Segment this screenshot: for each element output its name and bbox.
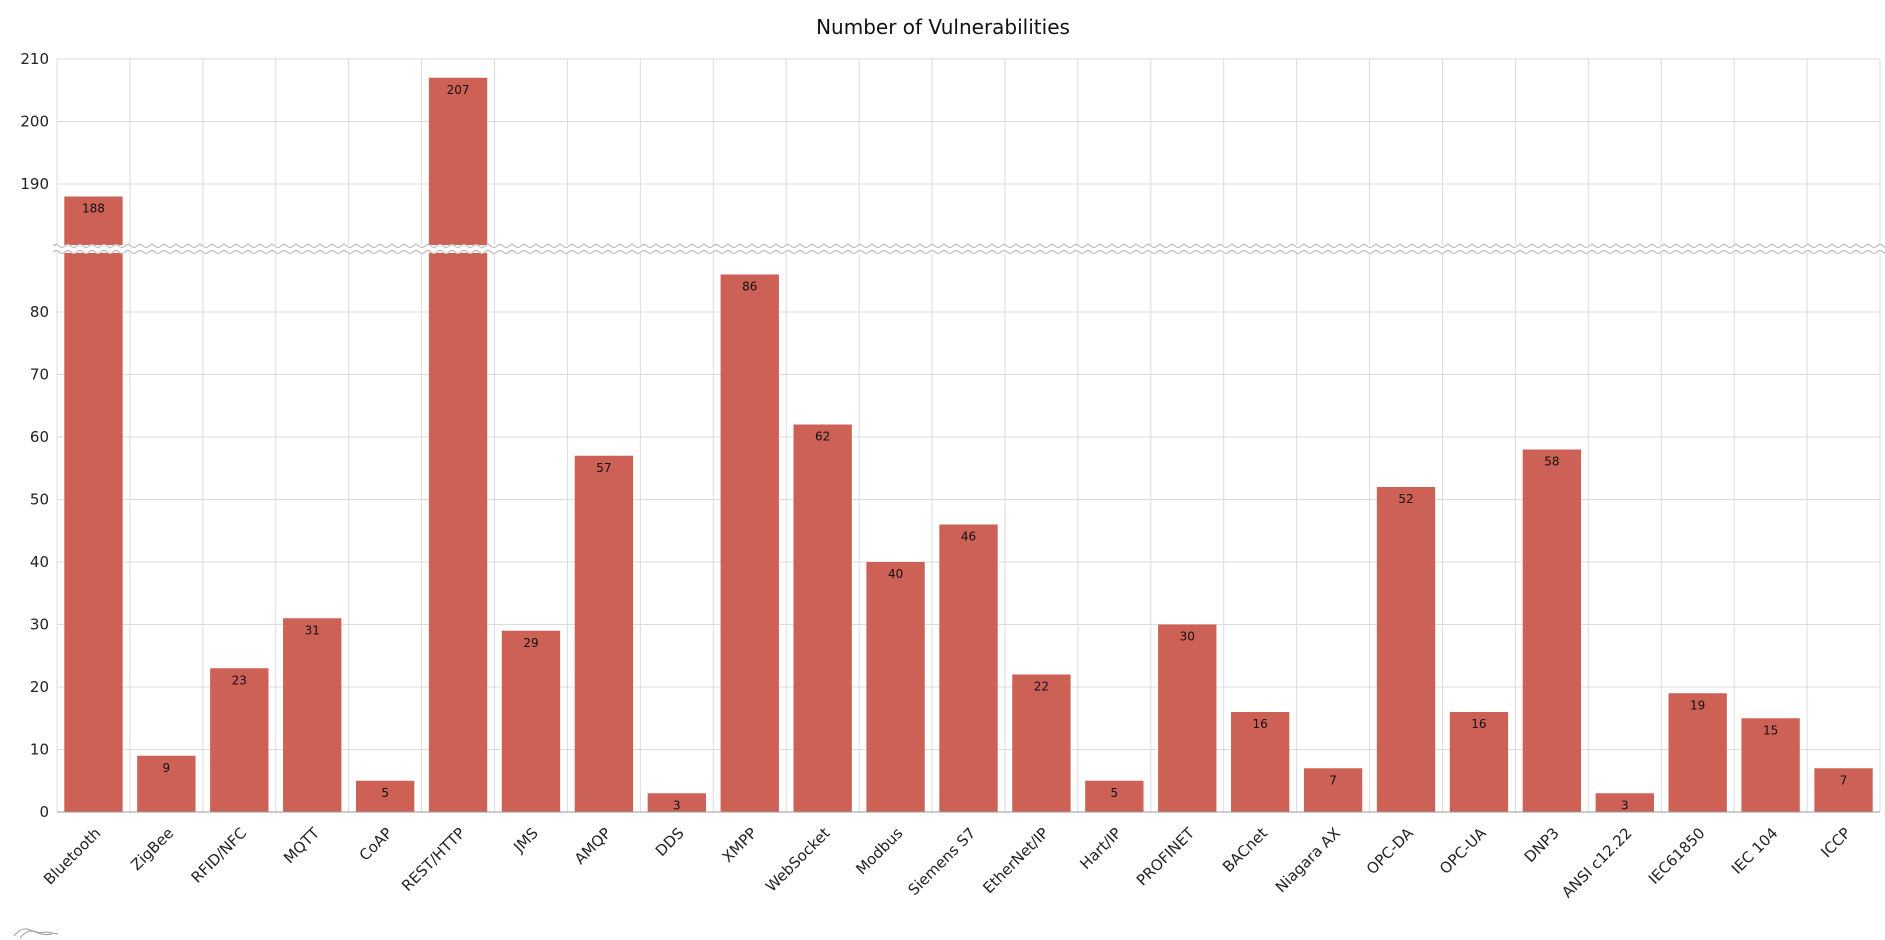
bar	[1231, 712, 1290, 812]
bar	[428, 77, 488, 812]
data-label: 40	[888, 567, 903, 581]
x-tick-label: JMS	[509, 824, 541, 856]
data-label: 3	[1621, 798, 1629, 812]
y-tick-label: 10	[30, 741, 49, 759]
bar	[283, 618, 342, 812]
y-axis-ticks: 0 10 20 30 40 50 60 70 80 190 200 210	[20, 50, 49, 821]
y-tick-label: 40	[30, 553, 49, 571]
x-tick-label: MQTT	[280, 824, 324, 868]
axis-break-band	[53, 245, 1884, 253]
x-tick-label: Hart/IP	[1076, 824, 1125, 873]
data-label: 86	[742, 280, 757, 294]
x-tick-label: BACnet	[1219, 824, 1271, 876]
data-label: 7	[1329, 773, 1337, 787]
x-axis-ticks: Bluetooth ZigBee RFID/NFC MQTT CoAP REST/HTTP…	[40, 824, 1854, 902]
bar	[1012, 674, 1071, 812]
chart-title: Number of Vulnerabilities	[816, 15, 1070, 39]
x-tick-label: DNP3	[1521, 824, 1563, 866]
grid-lines	[56, 58, 1881, 813]
axis-break-wave	[52, 243, 1885, 249]
data-label: 46	[961, 530, 976, 544]
y-tick-label: 60	[30, 428, 49, 446]
data-label: 62	[815, 430, 830, 444]
x-tick-label: ICCP	[1817, 824, 1854, 861]
data-labels: 1889233152072957386624046225301675216583…	[82, 83, 1847, 813]
axis-break-marker	[52, 243, 1885, 255]
x-tick-label: WebSocket	[762, 824, 833, 895]
chart-logo-icon	[13, 928, 59, 939]
x-tick-label: XMPP	[719, 824, 761, 866]
bar	[1303, 768, 1363, 812]
data-label: 29	[523, 636, 538, 650]
data-label: 3	[673, 798, 681, 812]
bar	[210, 668, 269, 812]
x-tick-label: DDS	[652, 824, 688, 860]
bar	[501, 630, 561, 812]
data-label: 207	[447, 83, 470, 97]
data-label: 19	[1690, 698, 1705, 712]
bar	[1449, 712, 1509, 812]
y-tick-label: 70	[30, 366, 49, 384]
bar	[64, 196, 123, 812]
x-tick-label: ZigBee	[127, 824, 177, 874]
x-tick-label: ANSI c12.22	[1558, 824, 1635, 901]
x-tick-label: IEC 104	[1728, 824, 1782, 878]
y-tick-label: 30	[30, 616, 49, 634]
x-tick-label: PROFINET	[1133, 824, 1199, 890]
x-tick-label: REST/HTTP	[398, 824, 469, 895]
bar	[720, 274, 779, 812]
x-tick-label: IEC61850	[1645, 824, 1709, 888]
data-label: 16	[1471, 717, 1486, 731]
bar	[1668, 693, 1727, 812]
data-label: 5	[1111, 786, 1119, 800]
x-tick-label: AMQP	[571, 824, 615, 868]
data-label: 23	[232, 673, 247, 687]
y-tick-label: 200	[20, 113, 49, 131]
x-tick-label: Modbus	[852, 824, 906, 878]
bar	[1158, 624, 1217, 812]
axis-break-wave	[52, 249, 1885, 255]
bars	[64, 77, 1873, 812]
bar	[574, 455, 634, 812]
bar	[939, 524, 998, 812]
data-label: 188	[82, 202, 105, 216]
bar	[355, 780, 415, 812]
y-tick-label: 80	[30, 303, 49, 321]
x-tick-label: EtherNet/IP	[979, 824, 1052, 897]
data-label: 57	[596, 461, 611, 475]
bar	[1814, 768, 1873, 812]
data-label: 7	[1840, 773, 1848, 787]
data-label: 9	[163, 761, 171, 775]
bar	[1741, 718, 1800, 812]
x-tick-label: OPC-DA	[1363, 824, 1417, 878]
data-label: 15	[1763, 723, 1778, 737]
y-tick-label: 190	[20, 175, 49, 193]
bar	[793, 424, 852, 812]
bar	[1522, 449, 1582, 812]
y-tick-label: 0	[39, 803, 49, 821]
data-label: 16	[1253, 717, 1268, 731]
x-tick-label: Niagara AX	[1272, 824, 1344, 896]
data-label: 30	[1180, 630, 1195, 644]
data-label: 58	[1544, 455, 1559, 469]
bar	[866, 562, 925, 812]
y-tick-label: 20	[30, 678, 49, 696]
x-tick-label: OPC-UA	[1436, 824, 1490, 878]
y-tick-label: 210	[20, 50, 49, 68]
data-label: 5	[381, 786, 389, 800]
x-tick-label: Siemens S7	[904, 824, 979, 899]
y-tick-label: 50	[30, 491, 49, 509]
x-tick-label: CoAP	[356, 824, 396, 864]
data-label: 52	[1398, 492, 1413, 506]
x-tick-label: Bluetooth	[40, 824, 104, 888]
bar	[1085, 780, 1144, 812]
x-tick-label: RFID/NFC	[188, 824, 251, 887]
data-label: 22	[1034, 680, 1049, 694]
bar	[1595, 793, 1654, 812]
bar	[647, 793, 706, 812]
bar	[137, 755, 196, 812]
data-label: 31	[305, 623, 320, 637]
bar	[1376, 487, 1436, 812]
